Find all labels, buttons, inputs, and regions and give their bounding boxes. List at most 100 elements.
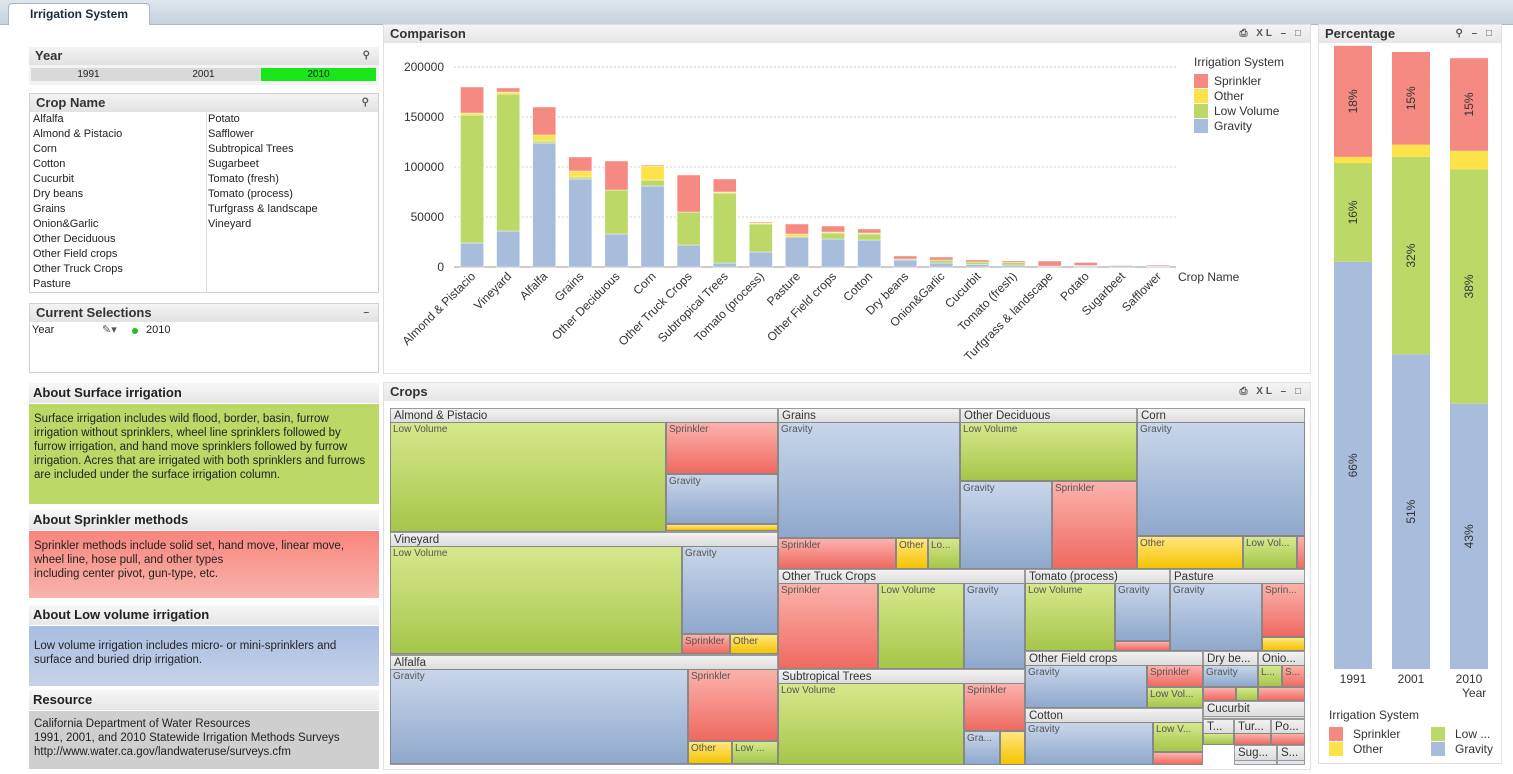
treemap-cell[interactable]	[1297, 536, 1305, 569]
crop-list-item[interactable]: Pasture	[33, 278, 71, 290]
crop-list-item[interactable]: Turfgrass & landscape	[208, 203, 318, 215]
bar-segment-sprinkler[interactable]	[532, 106, 557, 136]
bar-segment-gravity[interactable]	[821, 238, 845, 268]
bar-segment-low-volume[interactable]	[1001, 262, 1026, 266]
treemap-cell[interactable]: Sprinkler	[1052, 481, 1137, 569]
treemap-cell[interactable]: Low Volume	[778, 683, 964, 765]
bar-segment-sprinkler[interactable]	[1001, 260, 1026, 263]
treemap-cell[interactable]: Sprinkler	[666, 422, 778, 474]
treemap-cell[interactable]: Low Volume	[878, 583, 964, 669]
crop-list-item[interactable]: Tomato (process)	[208, 188, 293, 200]
treemap-group[interactable]: Almond & Pistacio Low Volume Sprinkler Grav…	[390, 408, 778, 532]
treemap-cell[interactable]: Gravity	[390, 669, 688, 764]
bar-segment-sprinkler[interactable]	[857, 228, 881, 234]
treemap-cell[interactable]: Gravity	[964, 583, 1025, 669]
treemap-cell[interactable]: Gravity	[666, 474, 778, 524]
bar-segment-other[interactable]	[640, 165, 665, 181]
bar-segment-sprinkler[interactable]	[604, 160, 629, 191]
bar-segment-low-volume[interactable]	[712, 192, 737, 264]
bar-segment-sprinkler[interactable]	[640, 164, 665, 167]
crop-list-item[interactable]: Cotton	[33, 158, 66, 170]
treemap-group[interactable]: S...	[1277, 745, 1305, 765]
pct-segment-other[interactable]	[1392, 144, 1430, 157]
pct-segment-other[interactable]	[1450, 150, 1488, 170]
search-icon[interactable]: ⚲	[361, 97, 372, 108]
percentage-chart[interactable]: 66% 16% 18% 1991 51% 32% 15% 2001 43% 38% 15% 2010Y…	[1319, 44, 1501, 762]
treemap-cell[interactable]: Gravity	[1025, 665, 1147, 708]
crop-list-item[interactable]: Potato	[208, 113, 240, 125]
bar-segment-sprinkler[interactable]	[1146, 264, 1170, 267]
treemap-cell[interactable]: Gra...	[964, 731, 1000, 765]
crop-list-item[interactable]: Vineyard	[208, 218, 252, 230]
tab-irrigation-system[interactable]: Irrigation System	[8, 3, 150, 25]
crop-list-item[interactable]: Onion&Garlic	[33, 218, 99, 230]
treemap-cell[interactable]: Low Volume	[390, 422, 666, 532]
treemap-cell[interactable]: Gravity	[960, 481, 1052, 569]
treemap-group[interactable]: Pasture Gravity Sprin...	[1170, 569, 1305, 651]
bar-segment-gravity[interactable]	[965, 264, 990, 268]
treemap-cell[interactable]: Sprinkler	[964, 683, 1025, 731]
eraser-icon[interactable]: ✎▾	[102, 324, 117, 336]
bar-segment-gravity[interactable]	[749, 251, 773, 268]
treemap-group[interactable]: Cucurbit	[1203, 701, 1305, 719]
crop-list-item[interactable]: Other Truck Crops	[33, 263, 123, 275]
bar-segment-other[interactable]	[532, 134, 557, 142]
crop-list-item[interactable]: Safflower	[208, 128, 254, 140]
treemap-group[interactable]: Grains Gravity Sprinkler Other Lo...	[778, 408, 960, 569]
pct-segment-low-volume[interactable]	[1450, 169, 1488, 404]
bar-segment-sprinkler[interactable]	[568, 156, 593, 172]
bar-segment-sprinkler[interactable]	[712, 178, 737, 193]
treemap-cell[interactable]: Sprin...	[1262, 583, 1305, 637]
treemap-cell[interactable]: Other	[1137, 536, 1243, 569]
bar-segment-gravity[interactable]	[785, 236, 809, 268]
clear-icon[interactable]: ⚲	[362, 50, 373, 61]
bar-segment-other[interactable]	[785, 233, 809, 238]
treemap-cell[interactable]: Low Vol...	[1147, 687, 1203, 708]
bar-segment-sprinkler[interactable]	[1073, 262, 1098, 266]
bar-segment-gravity[interactable]	[893, 259, 918, 268]
year-option-2001[interactable]: 2001	[146, 68, 261, 81]
pct-segment-gravity[interactable]	[1450, 403, 1488, 669]
bar-segment-low-volume[interactable]	[604, 189, 629, 235]
crop-list-item[interactable]: Tomato (fresh)	[208, 173, 279, 185]
treemap-group[interactable]: Other Truck Crops Sprinkler Low Volume Grav…	[778, 569, 1025, 669]
treemap-group[interactable]: Vineyard Low Volume Gravity Sprinkler Other	[390, 532, 778, 655]
treemap-cell[interactable]: Gravity	[1137, 422, 1305, 536]
treemap-cell[interactable]: Sprinkler	[778, 538, 896, 569]
treemap-cell[interactable]: Gravity	[1025, 722, 1153, 765]
treemap-cell[interactable]: Low Volume	[960, 422, 1137, 481]
treemap-cell[interactable]: Low Volume	[1025, 583, 1115, 651]
treemap-cell[interactable]	[1258, 687, 1305, 701]
comparison-chart[interactable]: 0 50000 100000 150000 200000 Almond & Pistaci…	[384, 44, 1310, 374]
pct-segment-sprinkler[interactable]	[1392, 52, 1430, 145]
bar-segment-low-volume[interactable]	[532, 140, 557, 144]
bar-segment-gravity[interactable]	[496, 230, 520, 268]
year-option-1991[interactable]: 1991	[31, 68, 146, 81]
bar-segment-sprinkler[interactable]	[1110, 264, 1134, 266]
bar-segment-gravity[interactable]	[676, 244, 701, 268]
bar-segment-sprinkler[interactable]	[460, 86, 484, 114]
pct-segment-gravity[interactable]	[1392, 354, 1430, 669]
treemap-cell[interactable]: Sprinkler	[1147, 665, 1203, 687]
crop-list-item[interactable]: Dry beans	[33, 188, 84, 200]
crop-list-item[interactable]: Alfalfa	[33, 113, 64, 125]
bar-segment-gravity[interactable]	[640, 185, 665, 268]
treemap-cell[interactable]	[1271, 733, 1305, 745]
treemap-group[interactable]: T...	[1203, 719, 1234, 745]
bar-segment-gravity[interactable]	[929, 262, 954, 268]
bar-segment-low-volume[interactable]	[460, 114, 484, 244]
bar-segment-gravity[interactable]	[460, 242, 484, 268]
treemap-group[interactable]: Cotton Gravity Low V...	[1025, 708, 1203, 765]
bar-segment-sprinkler[interactable]	[1037, 260, 1062, 267]
treemap-cell[interactable]	[666, 524, 778, 531]
pct-segment-low-volume[interactable]	[1392, 156, 1430, 355]
treemap-group[interactable]: Alfalfa Gravity Sprinkler Other Low ...	[390, 655, 778, 765]
treemap-cell[interactable]: Gravity	[1115, 583, 1170, 641]
pct-segment-sprinkler[interactable]	[1334, 45, 1372, 157]
bar-segment-gravity[interactable]	[532, 142, 557, 268]
treemap-cell[interactable]: Gravity	[778, 422, 960, 538]
bar-segment-sprinkler[interactable]	[676, 174, 701, 213]
treemap-group[interactable]: Sug...	[1234, 745, 1277, 765]
treemap-group[interactable]: Tur...	[1234, 719, 1271, 745]
treemap-cell[interactable]: Other	[896, 538, 928, 569]
